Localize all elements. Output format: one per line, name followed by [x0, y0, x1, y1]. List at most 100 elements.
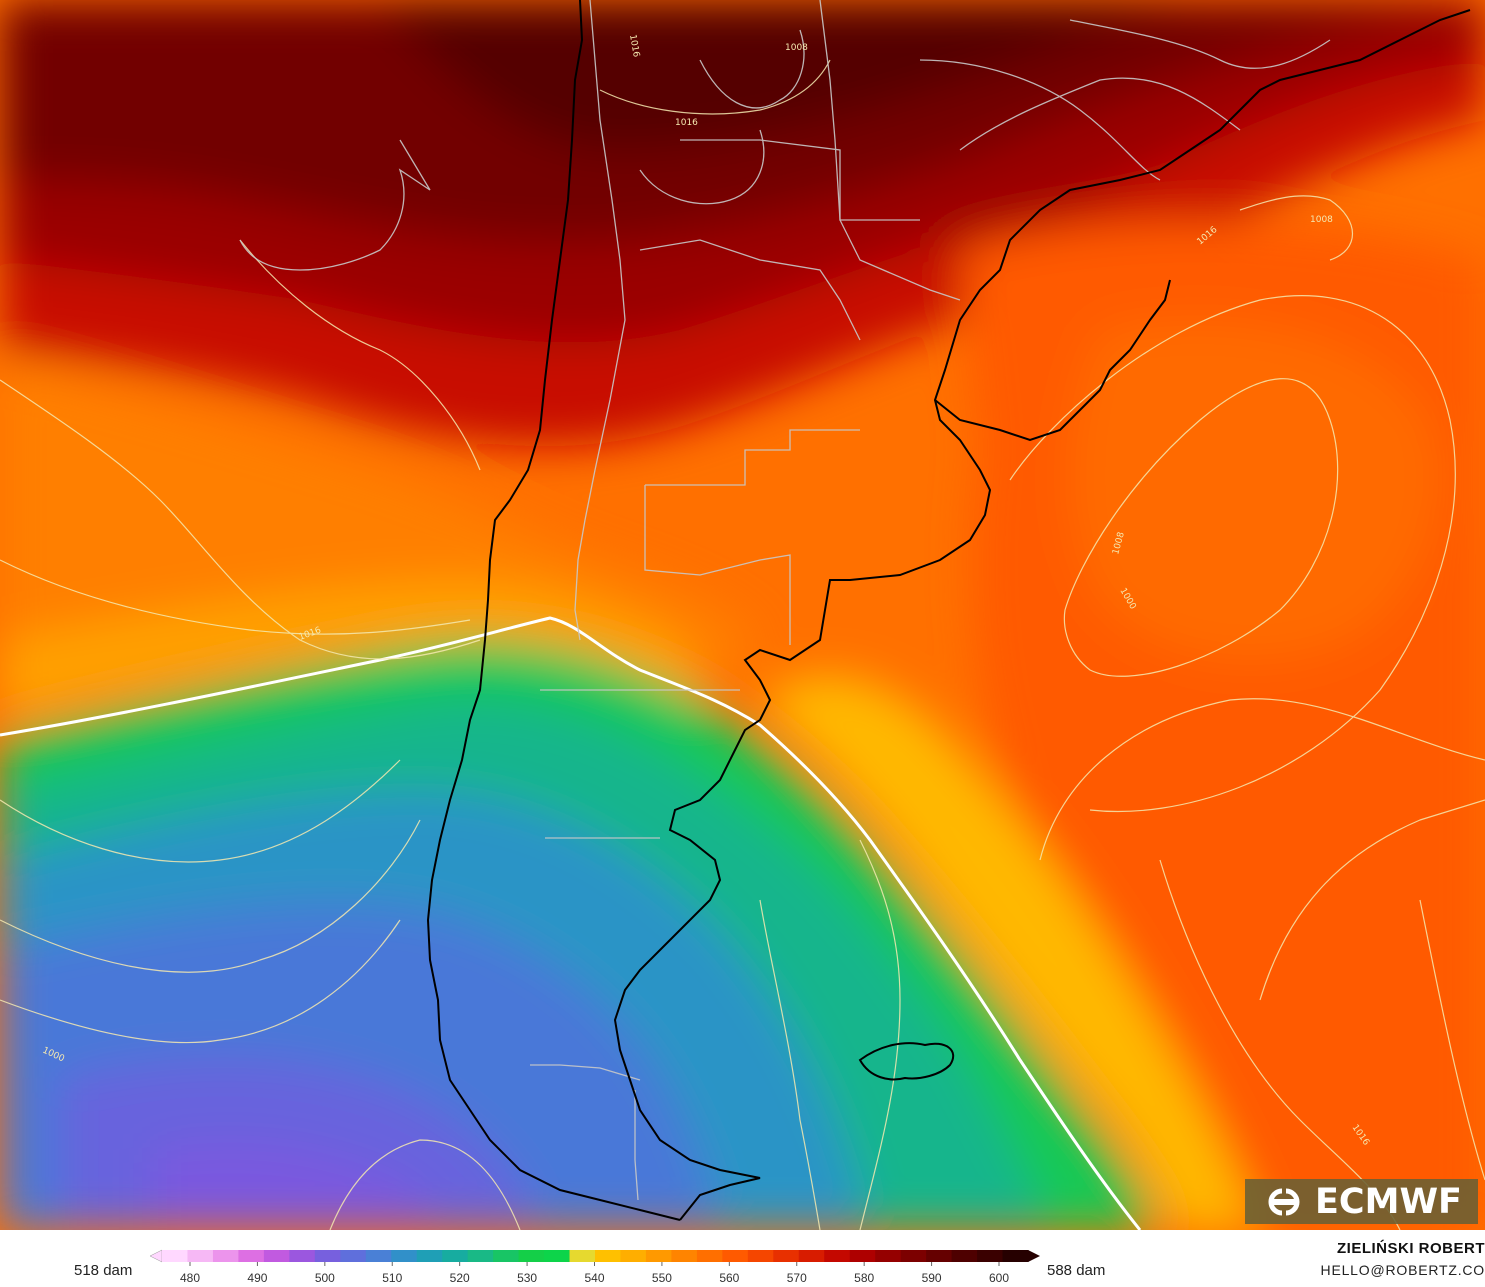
border-j: [959, 77, 1241, 151]
logo-text: ECMWF: [1315, 1181, 1462, 1222]
legend-swatch: [442, 1250, 469, 1262]
isobar-o: [859, 839, 901, 1230]
legend-swatch: [162, 1250, 189, 1262]
author-name: ZIELIŃSKI ROBERT: [1336, 1240, 1485, 1257]
legend-swatch: [493, 1250, 520, 1262]
legend-right-label: 588 dam: [1047, 1262, 1106, 1279]
legend-tick-label: 490: [247, 1271, 268, 1285]
height-field: [0, 0, 1485, 1230]
isobar-contours: [0, 59, 1485, 1230]
band-deepmaroon: [380, 0, 1200, 150]
legend-swatch: [595, 1250, 622, 1262]
isobar-p: [599, 59, 831, 115]
legend-swatch: [391, 1250, 418, 1262]
isobar-a: [0, 379, 481, 660]
legend-swatch: [824, 1250, 851, 1262]
border-l: [1069, 19, 1331, 69]
color-legend: [0, 1230, 1485, 1287]
border-k: [919, 59, 1161, 181]
forecast-map: 1016 1016 1008 1016 1016 1008 1008 1000 …: [0, 0, 1485, 1230]
isobar-n: [759, 899, 821, 1230]
legend-swatch: [926, 1250, 953, 1262]
legend-tick-label: 570: [786, 1271, 807, 1285]
border-i: [634, 1090, 639, 1201]
legend-swatch: [1002, 1250, 1029, 1262]
ecmwf-logo: ECMWF: [1245, 1179, 1478, 1224]
isobar-c: [239, 239, 481, 471]
isobar-d: [1063, 378, 1339, 677]
legend-swatch: [187, 1250, 214, 1262]
legend-tick-label: 520: [449, 1271, 470, 1285]
coastline: [426, 0, 1471, 1221]
isobar-label: 1016: [675, 118, 698, 128]
legend-swatch: [696, 1250, 723, 1262]
isobar-q: [1239, 195, 1354, 261]
isobar-label: 1008: [1310, 215, 1333, 225]
legend-swatch: [773, 1250, 800, 1262]
legend-tick-label: 480: [179, 1271, 201, 1285]
legend-swatch: [365, 1250, 392, 1262]
isobar-i: [1419, 899, 1485, 1181]
legend-swatch: [544, 1250, 571, 1262]
isobar-k: [0, 819, 421, 973]
legend-swatch: [671, 1250, 698, 1262]
border-island-outline: [239, 139, 431, 271]
border-d: [645, 429, 860, 486]
border-m: [699, 29, 805, 109]
legend-swatch: [620, 1250, 647, 1262]
band-gold: [760, 675, 1260, 1230]
author-email: HELLO@ROBERTZ.CO: [1320, 1262, 1485, 1278]
legend-tick-label: 500: [314, 1271, 335, 1285]
band-violet: [150, 1142, 440, 1230]
border-e: [644, 485, 791, 645]
legend-tick-label: 560: [719, 1271, 740, 1285]
legend-swatch: [314, 1250, 341, 1262]
isobar-m: [329, 1139, 521, 1230]
isobar-f: [1039, 698, 1485, 861]
isobar-e: [1009, 295, 1456, 813]
legend-arrow-right: [1028, 1250, 1040, 1262]
legend-swatch: [263, 1250, 290, 1262]
border-n: [639, 129, 765, 205]
border-h: [530, 1064, 641, 1081]
border-b: [680, 139, 920, 221]
legend-swatch: [569, 1250, 596, 1262]
isobar-l: [0, 759, 401, 863]
legend-swatch: [518, 1250, 545, 1262]
map-canvas: 1016 1016 1008 1016 1016 1008 1008 1000 …: [0, 0, 1485, 1230]
legend-tick-label: 550: [651, 1271, 672, 1285]
legend-swatch: [289, 1250, 316, 1262]
legend-swatch: [798, 1250, 825, 1262]
border-c: [639, 239, 861, 341]
legend-arrow-left: [149, 1249, 163, 1263]
legend-tick-label: 600: [988, 1271, 1010, 1285]
legend-swatch: [238, 1250, 265, 1262]
border-andes: [574, 0, 626, 641]
legend-swatch: [467, 1250, 494, 1262]
legend-swatch: [977, 1250, 1004, 1262]
legend-swatch: [340, 1250, 367, 1262]
isobar-h: [1259, 799, 1485, 1001]
legend-swatch: [722, 1250, 749, 1262]
legend-left-label: 518 dam: [74, 1262, 133, 1279]
isobar-b: [0, 559, 471, 635]
band-east-core: [1070, 320, 1441, 661]
isobar-j: [0, 919, 401, 1044]
legend-swatch: [416, 1250, 443, 1262]
legend-tick-label: 580: [854, 1271, 875, 1285]
isobar-label: 1016: [627, 34, 641, 59]
legend-swatch: [849, 1250, 876, 1262]
legend-tick-label: 540: [584, 1271, 605, 1285]
ecmwf-logo-icon: [1268, 1188, 1300, 1215]
legend-tick-label: 590: [921, 1271, 942, 1285]
borders: [239, 0, 1331, 1201]
legend-swatch: [747, 1250, 774, 1262]
coast-uruguay: [934, 279, 1171, 442]
legend-swatch: [212, 1250, 240, 1262]
coast-atlantic: [613, 9, 1471, 1221]
legend-colorbar: [149, 1249, 1040, 1266]
legend-tick-label: 510: [382, 1271, 403, 1285]
front-line: [0, 616, 1142, 1230]
border-a: [819, 0, 961, 301]
falkland-islands: [858, 1042, 955, 1081]
